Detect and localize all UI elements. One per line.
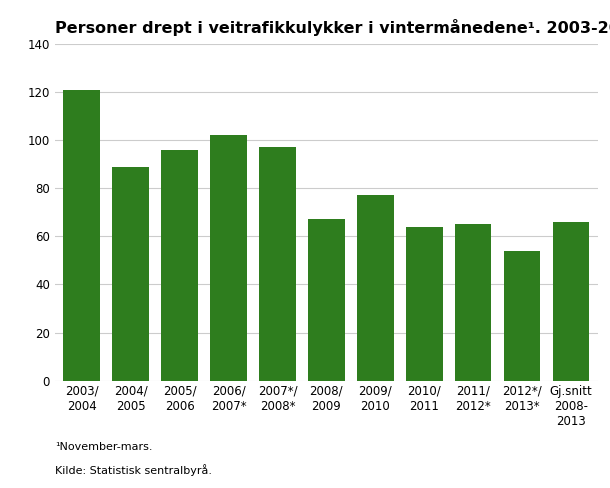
Bar (504, 251, 540, 381)
Text: ¹November-mars.: ¹November-mars. (55, 442, 152, 451)
Text: Kilde: Statistisk sentralbyrå.: Kilde: Statistisk sentralbyrå. (55, 465, 212, 476)
Bar (112, 166, 149, 381)
Bar (406, 227, 442, 381)
Bar (308, 220, 345, 381)
Bar (210, 135, 247, 381)
Bar (63, 90, 100, 381)
Bar (161, 150, 198, 381)
Bar (357, 195, 393, 381)
Bar (259, 147, 296, 381)
Text: Personer drept i veitrafikkulykker i vintermånedene¹. 2003-2013: Personer drept i veitrafikkulykker i vin… (55, 19, 610, 36)
Bar (553, 222, 589, 381)
Bar (454, 224, 492, 381)
